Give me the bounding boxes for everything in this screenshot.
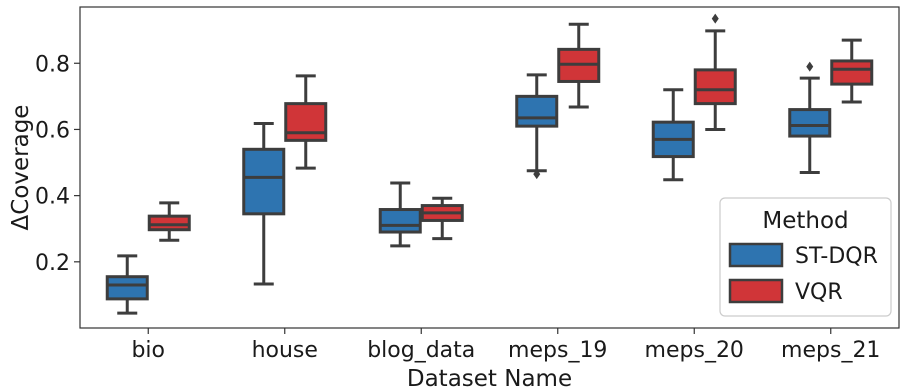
box-st-dqr-meps-20 xyxy=(651,88,695,182)
box-vqr-house xyxy=(284,74,328,170)
box-vqr-meps-19 xyxy=(557,22,601,109)
outlier-point xyxy=(711,13,719,24)
box-vqr-bio xyxy=(147,201,191,242)
y-tick-label: 0.6 xyxy=(35,118,70,143)
x-tick-label: meps_19 xyxy=(508,338,607,363)
box-body xyxy=(147,214,191,232)
box-vqr-meps-20 xyxy=(693,13,737,131)
box-st-dqr-house xyxy=(242,121,286,286)
box-body xyxy=(830,59,874,86)
box-st-dqr-meps-21 xyxy=(788,61,832,174)
x-tick-label: house xyxy=(252,338,318,363)
legend-swatch-vqr xyxy=(728,278,784,304)
outlier-point xyxy=(806,61,814,72)
box-vqr-meps-21 xyxy=(830,38,874,104)
box-body xyxy=(515,94,559,128)
legend-swatch-st-dqr xyxy=(728,242,784,268)
x-tick-label: meps_20 xyxy=(645,338,744,363)
axes-frame xyxy=(79,6,900,329)
box-body xyxy=(693,68,737,106)
axes: 0.2 0.4 0.6 0.8 bio house blog_data meps_19 meps… xyxy=(35,6,900,363)
outlier-point xyxy=(533,169,541,180)
x-tick-label: blog_data xyxy=(367,338,475,363)
plot-area xyxy=(105,13,874,315)
box-body xyxy=(105,275,149,301)
legend-label-vqr: VQR xyxy=(795,280,843,305)
x-axis-label: Dataset Name xyxy=(407,366,572,389)
legend-label-st-dqr: ST-DQR xyxy=(795,244,878,269)
y-tick-label: 0.2 xyxy=(35,251,70,276)
legend-title: Method xyxy=(762,208,848,234)
box-vqr-blog-data xyxy=(420,196,464,241)
box-body xyxy=(242,147,286,216)
box-body xyxy=(788,108,832,138)
legend: Method ST-DQR VQR xyxy=(719,197,892,317)
box-st-dqr-meps-19 xyxy=(515,73,559,180)
x-tick-label: bio xyxy=(131,338,165,363)
box-body xyxy=(284,102,328,142)
box-body xyxy=(378,208,422,234)
box-st-dqr-blog-data xyxy=(378,181,422,248)
y-tick-label: 0.4 xyxy=(35,185,70,210)
box-st-dqr-bio xyxy=(105,254,149,315)
x-tick-label: meps_21 xyxy=(781,338,880,363)
y-axis-label: ΔCoverage xyxy=(8,105,34,231)
y-tick-label: 0.8 xyxy=(35,52,70,77)
